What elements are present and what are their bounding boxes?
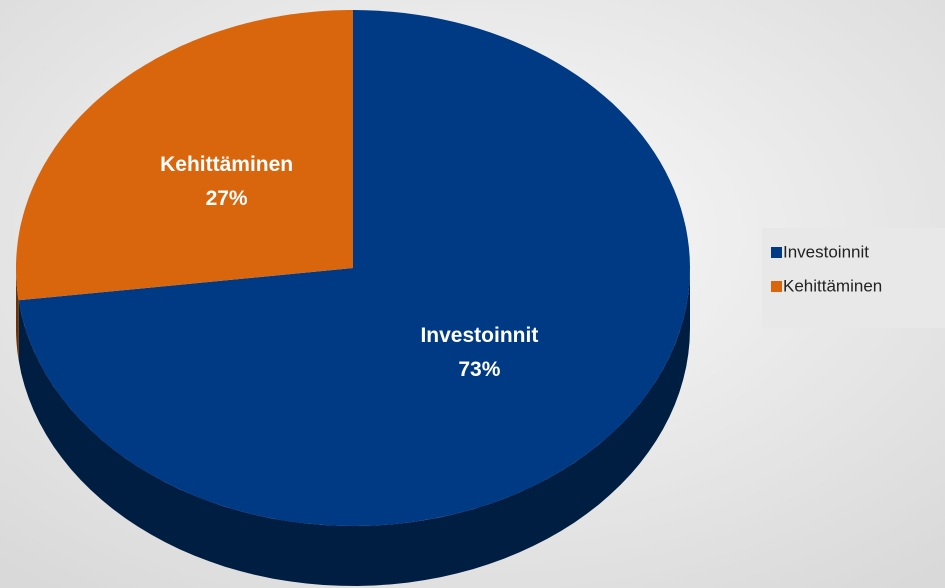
legend-label: Kehittäminen [783, 276, 882, 295]
data-label-category: Investoinnit [420, 324, 538, 347]
legend-label: Investoinnit [783, 242, 869, 261]
legend-box [762, 228, 945, 328]
legend-swatch [771, 281, 782, 292]
legend-swatch [771, 247, 782, 258]
pie-slice [16, 10, 353, 301]
pie-side [16, 268, 19, 361]
pie-side [18, 268, 690, 586]
data-label-category: Kehittäminen [160, 153, 293, 176]
data-label-value: 73% [458, 358, 500, 381]
pie-slice [18, 10, 690, 526]
data-label-value: 27% [206, 187, 248, 210]
